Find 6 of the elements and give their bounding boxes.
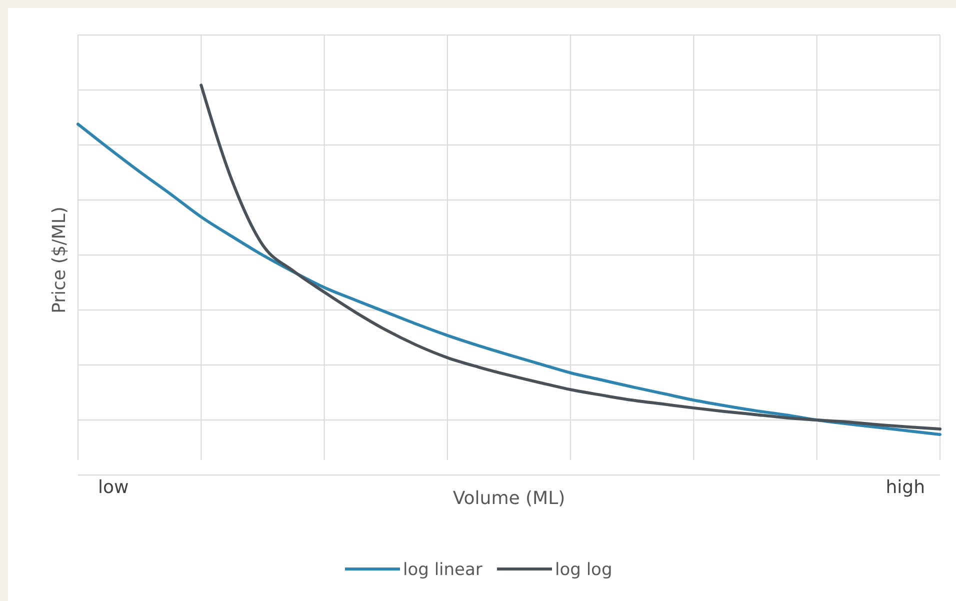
legend-label: log log bbox=[555, 560, 612, 580]
legend-label: log linear bbox=[403, 560, 482, 580]
x-axis-title: Volume (ML) bbox=[452, 488, 566, 509]
text: low bbox=[98, 477, 129, 498]
y-axis-title: Price ($/ML) bbox=[49, 206, 70, 314]
text: high bbox=[886, 477, 925, 498]
